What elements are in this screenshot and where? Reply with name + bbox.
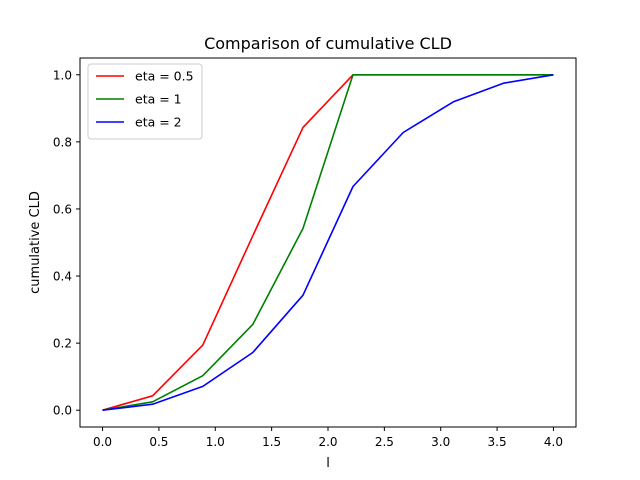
legend-label-2: eta = 1 (135, 92, 182, 107)
y-axis-label: cumulative CLD (28, 191, 43, 294)
y-tick-label: 0.4 (53, 270, 72, 284)
x-tick-label: 3.5 (488, 435, 507, 449)
x-tick-label: 2.0 (318, 435, 337, 449)
series-line-2 (102, 74, 554, 411)
plot-area (102, 74, 554, 411)
y-axis: 0.0 0.2 0.4 0.6 0.8 1.0 (53, 68, 80, 418)
x-tick-label: 0.0 (93, 435, 112, 449)
y-tick-label: 0.2 (53, 337, 72, 351)
series-line-3 (102, 74, 554, 411)
x-tick-label: 1.5 (262, 435, 281, 449)
legend: eta = 0.5 eta = 1 eta = 2 (87, 63, 203, 140)
y-tick-label: 1.0 (53, 68, 72, 82)
x-tick-label: 2.5 (375, 435, 394, 449)
y-tick-label: 0.6 (53, 202, 72, 216)
x-tick-label: 1.0 (206, 435, 225, 449)
legend-label-3: eta = 2 (135, 115, 182, 130)
x-tick-label: 3.0 (431, 435, 450, 449)
x-axis: 0.0 0.5 1.0 1.5 2.0 2.5 3.0 3.5 4.0 (93, 427, 563, 449)
y-tick-label: 0.8 (53, 135, 72, 149)
x-axis-label: l (326, 456, 330, 471)
y-tick-label: 0.0 (53, 404, 72, 418)
legend-box (87, 63, 203, 140)
chart-title: Comparison of cumulative CLD (204, 34, 452, 53)
x-tick-label: 0.5 (149, 435, 168, 449)
x-tick-label: 4.0 (544, 435, 563, 449)
legend-label-1: eta = 0.5 (135, 69, 194, 84)
